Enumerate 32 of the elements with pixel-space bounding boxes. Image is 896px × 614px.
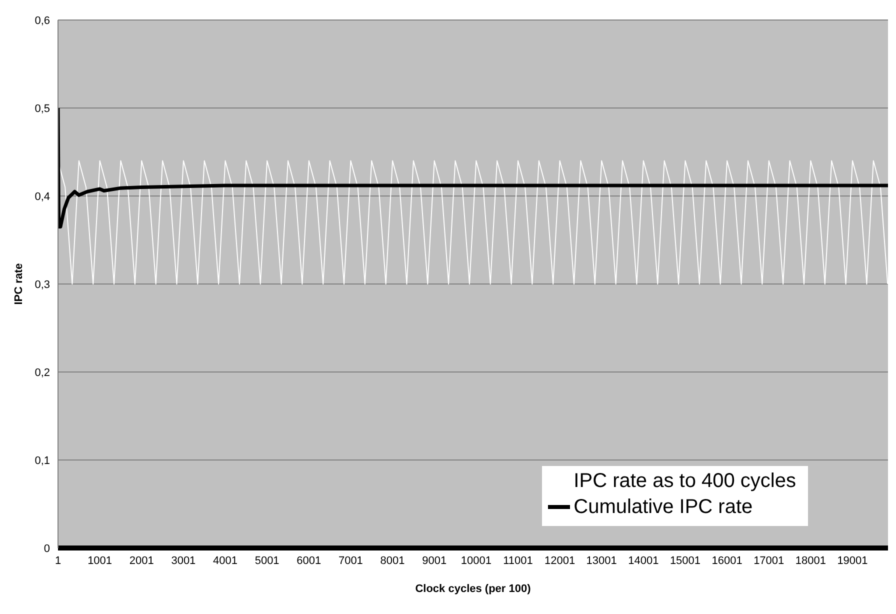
y-tick-label: 0,3: [34, 278, 50, 291]
y-tick-label: 0: [44, 542, 50, 555]
x-tick-label: 1001: [88, 554, 112, 567]
x-tick-label: 9001: [422, 554, 447, 567]
y-tick-label: 0,4: [34, 190, 50, 203]
x-tick-label: 17001: [754, 554, 784, 567]
x-tick-label: 12001: [544, 554, 576, 567]
x-tick-label: 18001: [795, 554, 826, 567]
x-tick-label: 4001: [213, 554, 238, 567]
x-tick-label: 14001: [628, 554, 659, 567]
x-tick-label: 16001: [712, 554, 742, 567]
x-tick-label: 1: [54, 554, 62, 567]
legend-label: Cumulative IPC rate: [574, 495, 753, 520]
x-tick-label: 3001: [171, 554, 196, 567]
x-tick-label: 19001: [837, 554, 868, 567]
line-series: [58, 106, 888, 229]
x-tick-label: 10001: [460, 554, 492, 567]
x-axis-title: Clock cycles (per 100): [415, 583, 532, 595]
x-tick-label: 15001: [670, 554, 701, 567]
y-tick-label: 0,2: [34, 366, 50, 379]
x-tick-label: 5001: [254, 554, 280, 567]
x-tick-label: 2001: [129, 554, 154, 567]
x-tick-label: 8001: [380, 554, 405, 567]
y-axis-title: IPC rate: [12, 263, 25, 305]
x-tick-label: 7001: [338, 554, 363, 567]
y-tick-label: 0,1: [34, 454, 50, 467]
y-tick-label: 0,5: [34, 102, 50, 115]
x-tick-label: 11001: [503, 554, 533, 567]
x-tick-label: 13001: [586, 554, 617, 567]
x-tick-label: 6001: [296, 554, 322, 567]
y-tick-label: 0,6: [34, 14, 50, 27]
text: IPC rate as to 400 cycles: [574, 469, 796, 494]
